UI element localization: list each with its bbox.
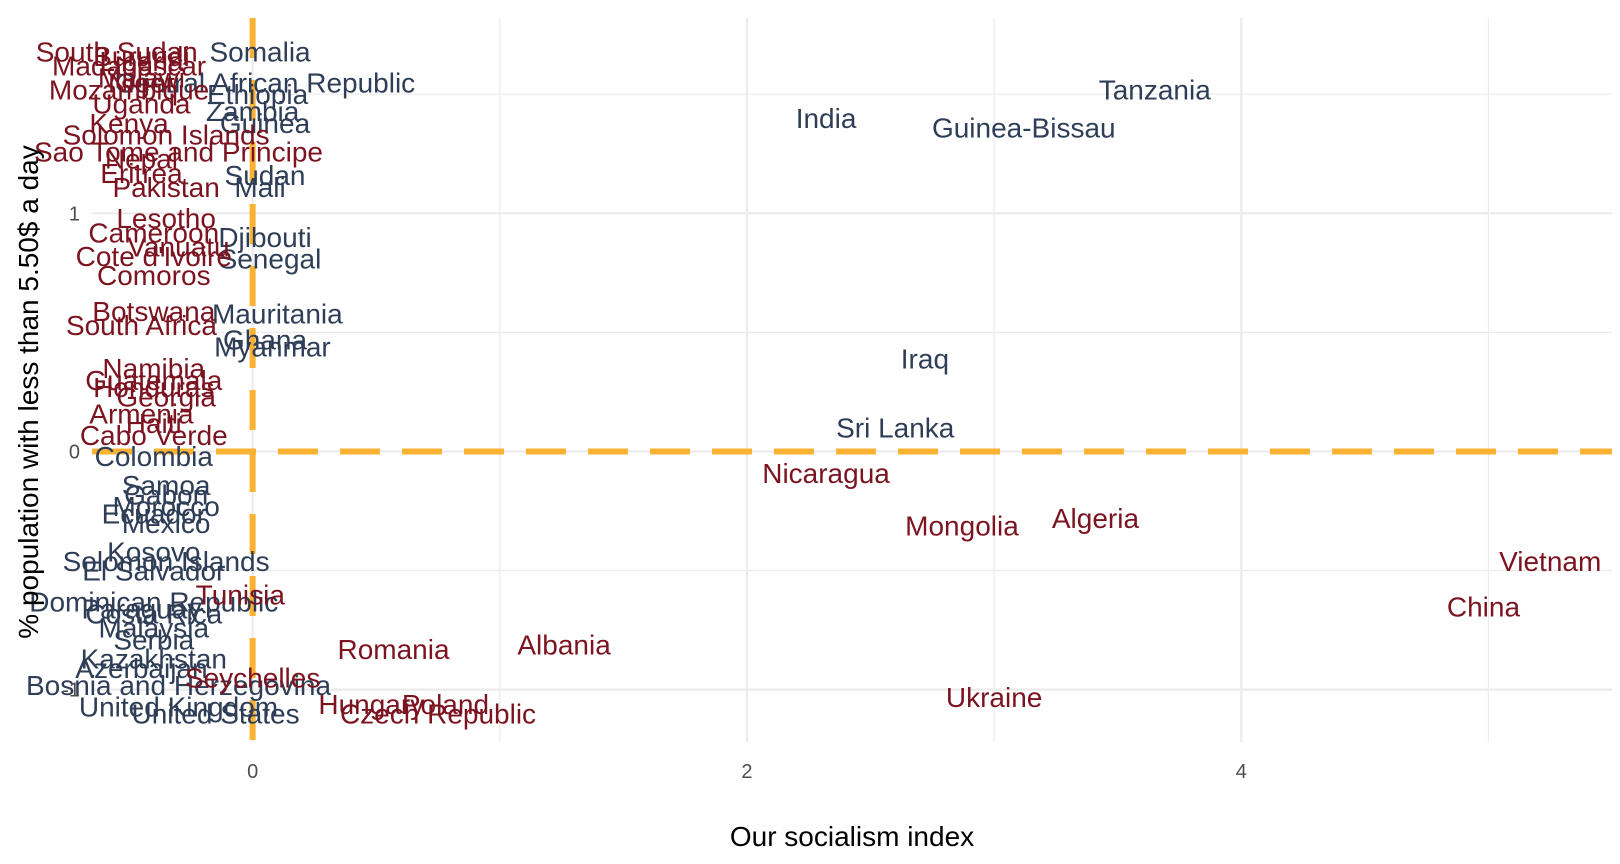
point-label-18: Samoa xyxy=(122,470,211,501)
point-label-62: Haiti xyxy=(126,408,182,439)
point-label-57: Namibia xyxy=(102,353,205,384)
point-label-37: Burundi xyxy=(93,41,190,72)
point-label-4: Central African Republic xyxy=(115,67,415,98)
point-label-42: Mozambique xyxy=(49,74,209,105)
point-label-67: Vietnam xyxy=(1499,546,1601,577)
point-label-39: Madagascar xyxy=(52,51,206,82)
y-axis-title: % population with less than 5.50$ a day xyxy=(13,145,44,638)
point-label-74: Hungary xyxy=(318,689,424,720)
point-label-76: Czech Republic xyxy=(340,698,536,729)
x-axis-title: Our socialism index xyxy=(730,821,974,852)
point-label-61: Armenia xyxy=(89,398,194,429)
point-label-25: El Salvador xyxy=(82,556,225,587)
grid-minor xyxy=(92,18,1612,742)
point-label-64: Nicaragua xyxy=(762,458,890,489)
point-label-53: Cote d'Ivoire xyxy=(76,241,232,272)
point-label-15: Iraq xyxy=(901,344,949,375)
point-label-26: Dominican Republic xyxy=(29,586,278,617)
point-label-75: Poland xyxy=(402,689,489,720)
point-label-35: United Kingdom xyxy=(79,691,278,722)
point-label-34: United States xyxy=(132,698,300,729)
point-label-1: Tanzania xyxy=(1099,74,1212,105)
point-label-51: Cameroon xyxy=(88,217,219,248)
point-label-23: Kosovo xyxy=(107,536,200,567)
point-label-58: Guatemala xyxy=(85,365,222,396)
point-label-2: India xyxy=(796,103,857,134)
x-tick-label-1: 2 xyxy=(741,761,752,783)
point-label-47: Nepal xyxy=(105,144,178,175)
point-label-17: Colombia xyxy=(95,441,214,472)
point-label-29: Malaysia xyxy=(99,613,210,644)
x-tick-label-0: 0 xyxy=(247,761,258,783)
point-labels: Somalia Tanzania India Guinea-Bissau Central… xyxy=(26,36,1601,729)
y-tick-label-1: 0 xyxy=(69,441,80,463)
point-label-38: Liberia xyxy=(99,46,183,77)
point-label-70: Romania xyxy=(337,634,449,665)
point-label-59: Honduras xyxy=(93,372,214,403)
point-label-69: Tunisia xyxy=(196,579,286,610)
point-label-6: Zambia xyxy=(206,96,300,127)
point-label-55: Botswana xyxy=(92,296,215,327)
point-label-5: Ethiopia xyxy=(207,79,309,110)
point-label-9: Mali xyxy=(234,172,285,203)
point-label-48: Eritrea xyxy=(100,158,183,189)
point-label-52: Vanuatu xyxy=(127,232,229,263)
point-label-46: Sao Tome and Principe xyxy=(34,136,323,167)
point-label-65: Mongolia xyxy=(905,510,1019,541)
point-label-22: Mexico xyxy=(122,508,211,539)
point-label-40: Malawi xyxy=(98,63,185,94)
point-label-24: Solomon Islands xyxy=(63,546,270,577)
point-label-32: Azerbaijan xyxy=(75,653,207,684)
x-axis-ticks: 0 2 4 xyxy=(247,761,1247,783)
point-label-20: Morocco xyxy=(112,491,219,522)
x-tick-label-2: 4 xyxy=(1236,761,1247,783)
point-label-3: Guinea-Bissau xyxy=(932,113,1116,144)
point-label-41: Niger xyxy=(108,67,175,98)
point-label-73: Ukraine xyxy=(946,682,1042,713)
point-label-30: Serbia xyxy=(113,625,194,656)
point-label-49: Pakistan xyxy=(112,172,219,203)
point-label-7: Guinea xyxy=(220,108,311,139)
point-label-8: Sudan xyxy=(225,160,306,191)
point-label-13: Ghana xyxy=(223,325,307,356)
point-label-21: Ecuador xyxy=(102,498,206,529)
point-label-44: Kenya xyxy=(89,108,169,139)
point-label-16: Sri Lanka xyxy=(836,413,955,444)
point-label-12: Mauritania xyxy=(212,298,343,329)
point-label-33: Bosnia and Herzegovina xyxy=(26,670,332,701)
point-label-68: China xyxy=(1447,591,1521,622)
point-label-31: Kazakhstan xyxy=(81,644,227,675)
point-label-63: Cabo Verde xyxy=(80,420,228,451)
y-axis-ticks: -1 0 1 xyxy=(62,203,80,701)
point-label-10: Djibouti xyxy=(218,222,311,253)
point-label-50: Lesotho xyxy=(116,203,216,234)
point-label-19: Gabon xyxy=(124,479,208,510)
point-label-0: Somalia xyxy=(209,36,311,67)
y-tick-label-2: 1 xyxy=(69,203,80,225)
point-label-43: Uganda xyxy=(92,89,191,120)
point-label-14: Myanmar xyxy=(214,332,331,363)
point-label-28: Costa Rica xyxy=(85,598,222,629)
point-label-56: South Africa xyxy=(66,310,217,341)
point-label-66: Algeria xyxy=(1052,503,1140,534)
point-label-11: Senegal xyxy=(219,244,322,275)
point-label-54: Comoros xyxy=(97,260,211,291)
y-tick-label-0: -1 xyxy=(62,680,80,702)
point-label-72: Seychelles xyxy=(185,663,320,694)
reference-lines xyxy=(92,18,1612,742)
point-label-27: Paraguay xyxy=(81,594,201,625)
point-label-71: Albania xyxy=(517,629,611,660)
point-label-60: Georgia xyxy=(116,382,216,413)
point-label-36: South Sudan xyxy=(36,36,198,67)
point-label-45: Solomon Islands xyxy=(63,120,270,151)
